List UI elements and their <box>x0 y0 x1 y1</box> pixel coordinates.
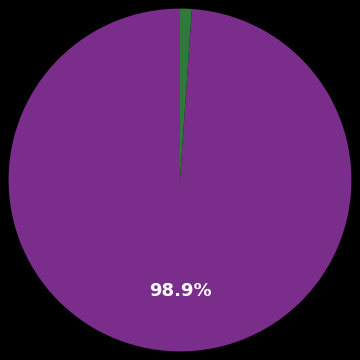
Text: 98.9%: 98.9% <box>149 283 211 301</box>
Wedge shape <box>9 9 351 351</box>
Wedge shape <box>180 9 192 180</box>
